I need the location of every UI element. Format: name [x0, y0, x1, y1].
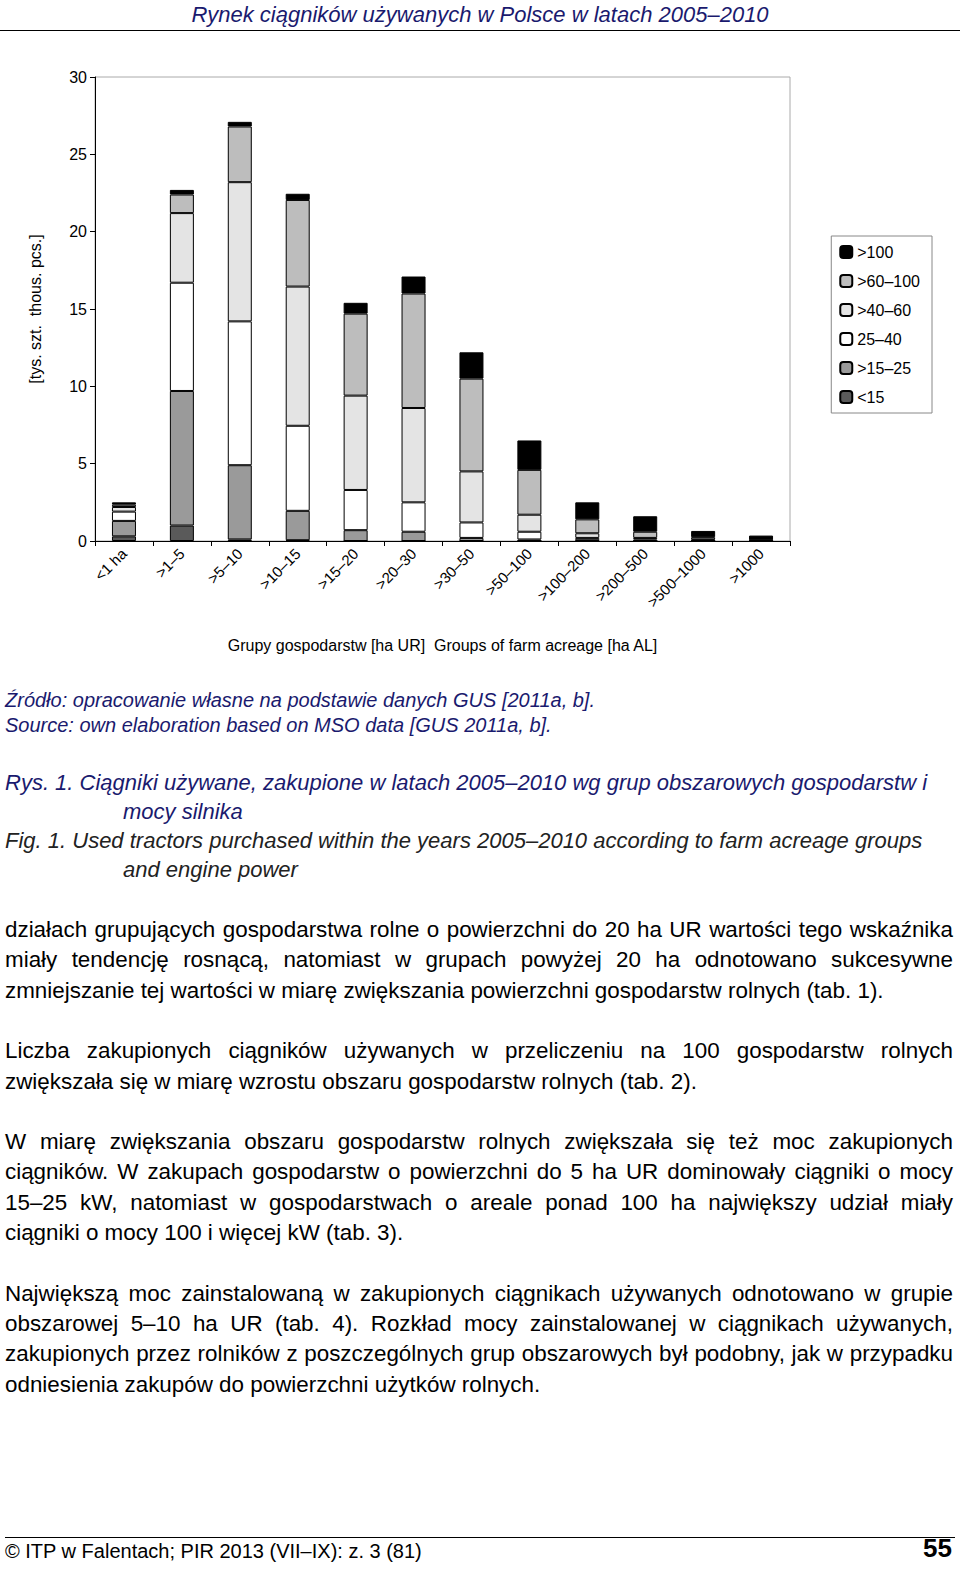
svg-text:15: 15	[69, 301, 87, 318]
html-text:działach grupujących gospodars: działach grupujących gospodarstwa rolne …	[5, 917, 953, 1003]
svg-text:0: 0	[78, 533, 87, 550]
svg-text:>15–20: >15–20	[314, 545, 362, 593]
svg-text:>30–50: >30–50	[430, 545, 478, 593]
html-text:Rys. 1. Ciągniki używane, zaku: Rys. 1. Ciągniki używane, zakupione w la…	[5, 770, 928, 824]
svg-text:10: 10	[69, 378, 87, 395]
svg-text:>5–10: >5–10	[204, 545, 246, 587]
svg-text:>500–1000: >500–1000	[644, 545, 709, 610]
html-text:55: 55	[923, 1533, 952, 1563]
svg-text:>40–60: >40–60	[857, 302, 911, 319]
html-text:Źródło: opracowanie własne na: Źródło: opracowanie własne na podstawie …	[5, 689, 595, 711]
svg-text:>1–5: >1–5	[152, 545, 188, 581]
svg-text:>100–200: >100–200	[534, 545, 593, 604]
html-text:Fig. 1. Used tractors purchase: Fig. 1. Used tractors purchased within t…	[5, 828, 923, 882]
svg-text:>200–500: >200–500	[592, 545, 651, 604]
svg-text:>100: >100	[857, 244, 893, 261]
svg-text:5: 5	[78, 455, 87, 472]
svg-text:<15: <15	[857, 389, 884, 406]
svg-text:>1000: >1000	[725, 545, 767, 587]
html-text:Liczba zakupionych ciągników u: Liczba zakupionych ciągników używanych w…	[5, 1038, 953, 1094]
svg-text:Grupy gospodarstw [ha UR] Gro: Grupy gospodarstw [ha UR] Groups of farm…	[228, 637, 658, 654]
svg-text:>10–15: >10–15	[256, 545, 304, 593]
svg-text:25–40: 25–40	[857, 331, 902, 348]
svg-text:[tys. szt. thous. pcs.]: [tys. szt. thous. pcs.]	[27, 234, 44, 383]
svg-text:20: 20	[69, 223, 87, 240]
html-text:Rynek ciągników używanych w Po: Rynek ciągników używanych w Polsce w lat…	[191, 2, 769, 27]
svg-text:30: 30	[69, 69, 87, 86]
svg-text:>50–100: >50–100	[482, 545, 536, 599]
svg-text:>15–25: >15–25	[857, 360, 911, 377]
html-text:W miarę zwiększania obszaru go: W miarę zwiększania obszaru gospodarstw …	[5, 1129, 953, 1246]
svg-text:>20–30: >20–30	[372, 545, 420, 593]
html-text:© ITP w Falentach; PIR 2013 (V: © ITP w Falentach; PIR 2013 (VII–IX): z.…	[5, 1540, 422, 1562]
svg-text:25: 25	[69, 146, 87, 163]
html-text:Największą moc zainstalowaną w: Największą moc zainstalowaną w zakupiony…	[5, 1280, 953, 1397]
svg-text:<1 ha: <1 ha	[91, 545, 130, 584]
html-text:Source: own elaboration based: Source: own elaboration based on MSO dat…	[5, 714, 552, 736]
svg-text:>60–100: >60–100	[857, 273, 920, 290]
